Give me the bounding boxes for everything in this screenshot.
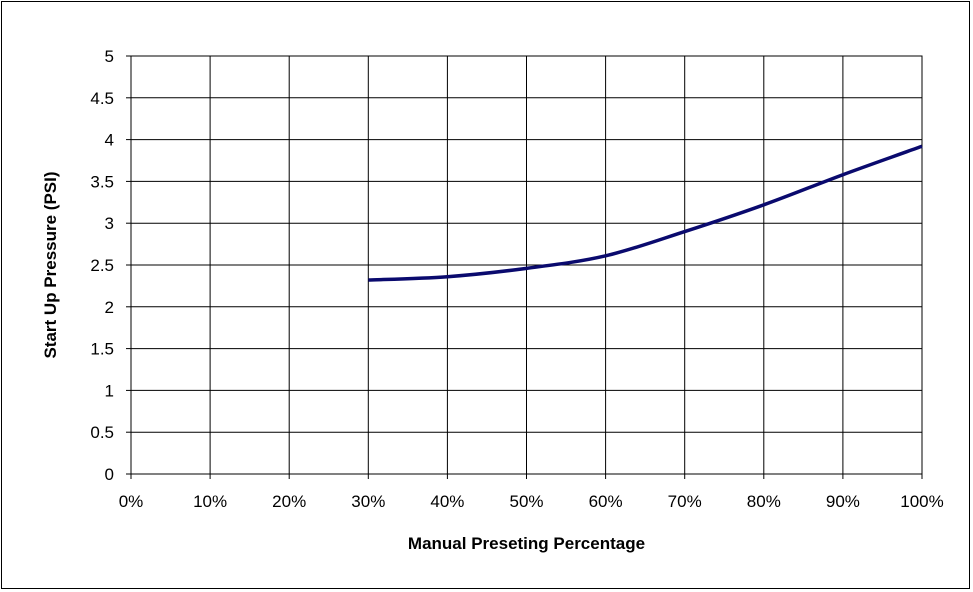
- x-tick-label: 100%: [900, 492, 943, 511]
- y-tick-label: 2.5: [90, 256, 114, 275]
- plot-area: [130, 55, 923, 475]
- x-tick-label: 30%: [351, 492, 385, 511]
- x-tick-label: 40%: [430, 492, 464, 511]
- x-tick-labels: 0% 10% 20% 30% 40% 50% 60% 70% 80% 90% 100%: [119, 492, 944, 511]
- y-tick-label: 5: [105, 47, 114, 66]
- x-axis-title: Manual Preseting Percentage: [408, 534, 645, 553]
- x-tick-label: 90%: [826, 492, 860, 511]
- y-tick-label: 1: [105, 381, 114, 400]
- x-tick-label: 60%: [589, 492, 623, 511]
- x-tick-label: 0%: [119, 492, 144, 511]
- y-tick-label: 1.5: [90, 340, 114, 359]
- x-tick-label: 10%: [193, 492, 227, 511]
- y-tick-label: 0.5: [90, 423, 114, 442]
- x-tick-label: 70%: [668, 492, 702, 511]
- x-tick-label: 20%: [272, 492, 306, 511]
- y-tick-labels: 0 0.5 1 1.5 2 2.5 3 3.5 4 4.5 5: [90, 47, 114, 484]
- series-line: [368, 144, 923, 282]
- x-tick-label: 50%: [509, 492, 543, 511]
- y-tick-label: 3: [105, 214, 114, 233]
- series-group: [368, 144, 923, 282]
- y-tick-label: 2: [105, 298, 114, 317]
- y-tick-label: 4.5: [90, 89, 114, 108]
- y-tick-label: 4: [105, 131, 114, 150]
- y-axis-title: Start Up Pressure (PSI): [41, 171, 60, 358]
- y-tick-label: 3.5: [90, 172, 114, 191]
- x-tick-label: 80%: [747, 492, 781, 511]
- y-tick-label: 0: [105, 465, 114, 484]
